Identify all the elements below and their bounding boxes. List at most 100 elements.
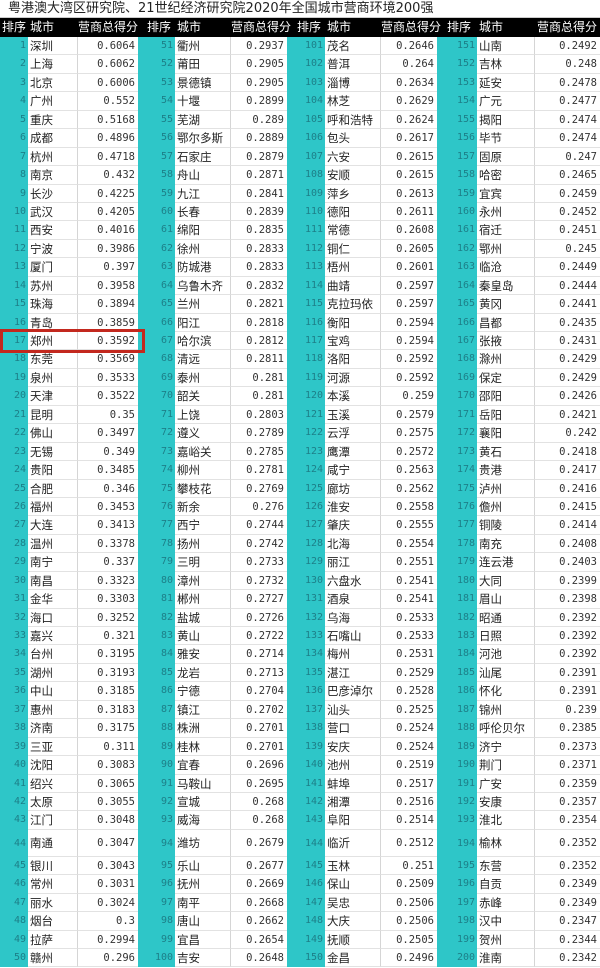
spacer	[138, 203, 145, 221]
city-cell: 淮北	[477, 811, 535, 830]
rank-cell: 14	[13, 279, 26, 291]
rank-cell: 197	[456, 896, 475, 908]
table-row: 84 雅安 0.2714	[145, 645, 295, 664]
city-cell: 柳州	[175, 461, 231, 480]
city-cell: 山南	[477, 37, 535, 56]
rank-cell: 73	[160, 445, 173, 457]
spacer	[437, 811, 445, 829]
score-cell: 0.2742	[231, 534, 287, 554]
rank-cell: 24	[13, 464, 26, 476]
city-cell: 昌都	[477, 313, 535, 332]
table-row: 33 嘉兴 0.321	[0, 627, 145, 646]
city-cell: 海口	[28, 608, 78, 627]
score-cell: 0.3047	[78, 829, 138, 857]
city-cell: 九江	[175, 184, 231, 203]
table-row: 199 贺州 0.2344	[445, 930, 600, 949]
rank-cell: 112	[304, 242, 323, 254]
score-cell: 0.2399	[535, 571, 600, 591]
city-cell: 吉安	[175, 949, 231, 968]
city-cell: 丽水	[28, 893, 78, 913]
score-cell: 0.2744	[231, 516, 287, 535]
score-cell: 0.2669	[231, 875, 287, 894]
score-cell: 0.2512	[381, 829, 437, 857]
score-cell: 0.2514	[381, 811, 437, 830]
score-cell: 0.3323	[78, 571, 138, 591]
rank-cell: 184	[456, 648, 475, 660]
city-cell: 广州	[28, 92, 78, 111]
header-rank: 排序	[147, 20, 172, 34]
spacer	[287, 387, 295, 405]
city-cell: 沈阳	[28, 756, 78, 775]
score-cell: 0.2418	[535, 442, 600, 462]
city-cell: 汉中	[477, 912, 535, 931]
score-cell: 0.2533	[381, 627, 437, 646]
spacer	[287, 350, 295, 368]
city-cell: 延安	[477, 73, 535, 93]
rank-cell: 100	[154, 952, 173, 963]
city-cell: 惠州	[28, 700, 78, 720]
rank-cell: 149	[304, 933, 323, 945]
city-cell: 天津	[28, 387, 78, 406]
rank-cell: 119	[304, 371, 323, 383]
score-cell: 0.3031	[78, 875, 138, 894]
city-cell: 临沧	[477, 258, 535, 277]
header-city: 城市	[175, 18, 231, 37]
rank-cell: 128	[304, 537, 323, 549]
table-row: 161 宿迁 0.2451	[445, 221, 600, 240]
table-row: 82 盐城 0.2726	[145, 608, 295, 627]
spacer	[287, 719, 295, 737]
table-row: 20 天津 0.3522	[0, 387, 145, 406]
table-row: 158 哈密 0.2465	[445, 166, 600, 185]
score-cell: 0.2509	[381, 875, 437, 894]
rank-cell: 171	[456, 408, 475, 420]
rank-cell: 113	[304, 261, 323, 273]
rank-cell: 71	[160, 408, 173, 420]
rank-cell: 96	[160, 878, 173, 890]
score-cell: 0.2726	[231, 608, 287, 627]
score-cell: 0.2722	[231, 627, 287, 646]
spacer	[138, 516, 145, 534]
score-cell: 0.337	[78, 553, 138, 572]
city-cell: 无锡	[28, 442, 78, 462]
rank-cell: 67	[160, 335, 173, 346]
city-cell: 银川	[28, 856, 78, 876]
rank-cell: 82	[160, 611, 173, 623]
table-row: 90 宜春 0.2696	[145, 756, 295, 775]
spacer	[138, 738, 145, 756]
score-cell: 0.2391	[535, 663, 600, 683]
spacer	[287, 92, 295, 110]
table-row: 192 安康 0.2357	[445, 792, 600, 812]
table-row: 71 上饶 0.2803	[145, 405, 295, 425]
city-cell: 淮安	[325, 497, 381, 517]
score-cell: 0.4205	[78, 202, 138, 222]
table-row: 167 张掖 0.2431	[445, 332, 600, 351]
rank-cell: 141	[304, 777, 323, 789]
spacer	[287, 240, 295, 258]
city-cell: 攀枝花	[175, 479, 231, 498]
spacer	[287, 682, 295, 700]
rank-cell: 41	[13, 777, 26, 789]
rank-cell: 46	[13, 878, 26, 890]
rank-cell: 116	[304, 316, 323, 328]
score-cell: 0.2704	[231, 682, 287, 701]
spacer	[287, 74, 295, 92]
table-row: 17 郑州 0.3592	[0, 332, 145, 351]
spacer	[138, 811, 145, 829]
score-cell: 0.2785	[231, 442, 287, 462]
city-cell: 重庆	[28, 110, 78, 130]
rank-cell: 120	[304, 390, 323, 402]
spacer	[138, 111, 145, 129]
header-row: 排序 城市 营商总得分	[445, 18, 600, 37]
rank-cell: 165	[456, 298, 475, 310]
rank-cell: 107	[304, 150, 323, 162]
spacer	[437, 857, 445, 875]
table-row: 190 荆门 0.2371	[445, 756, 600, 775]
score-cell: 0.3043	[78, 856, 138, 876]
city-cell: 玉溪	[325, 405, 381, 425]
spacer	[437, 572, 445, 590]
table-row: 75 攀枝花 0.2769	[145, 479, 295, 498]
city-cell: 南昌	[28, 571, 78, 591]
rank-cell: 142	[304, 795, 323, 807]
city-cell: 青岛	[28, 313, 78, 332]
score-cell: 0.2414	[535, 516, 600, 535]
